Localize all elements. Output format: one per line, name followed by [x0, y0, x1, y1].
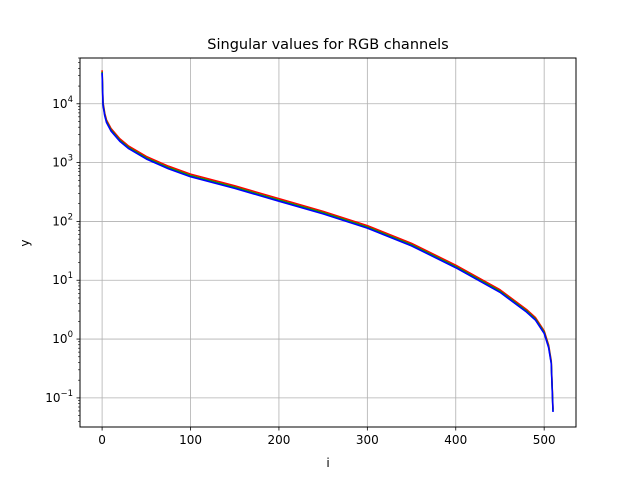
y-tick-base: 10	[52, 214, 67, 228]
y-tick-exponent: 3	[68, 154, 73, 164]
x-tick-label: 100	[179, 433, 202, 447]
y-tick-base: 10	[52, 156, 67, 170]
y-tick-base: 10	[45, 391, 60, 405]
y-tick-exponent: 2	[68, 212, 73, 222]
y-tick-exponent: 4	[68, 95, 73, 105]
y-tick-exponent: 0	[68, 330, 73, 340]
x-tick-label: 400	[444, 433, 467, 447]
y-axis-label: y	[18, 239, 32, 246]
x-tick-label: 200	[267, 433, 290, 447]
y-tick-base: 10	[52, 332, 67, 346]
y-tick-base: 10	[52, 273, 67, 287]
plot-frame	[79, 57, 577, 428]
y-tick-label: 100	[52, 330, 73, 346]
series-line-3	[101, 72, 554, 413]
y-tick-label: 102	[52, 212, 73, 228]
chart-title: Singular values for RGB channels	[207, 37, 448, 53]
x-tick-label: 500	[533, 433, 556, 447]
series	[101, 70, 554, 413]
y-tick-base: 10	[52, 97, 67, 111]
y-tick-label: 104	[52, 95, 73, 111]
y-tick-label: 101	[52, 271, 73, 287]
y-tick-label: 10−1	[45, 389, 73, 405]
y-tick-exponent: −1	[60, 389, 73, 399]
y-tick-label: 103	[52, 154, 73, 170]
y-tick-exponent: 1	[68, 271, 73, 281]
x-tick-label: 0	[98, 433, 106, 447]
x-tick-label: 300	[356, 433, 379, 447]
grid	[80, 58, 576, 427]
x-axis-label: i	[326, 456, 329, 470]
